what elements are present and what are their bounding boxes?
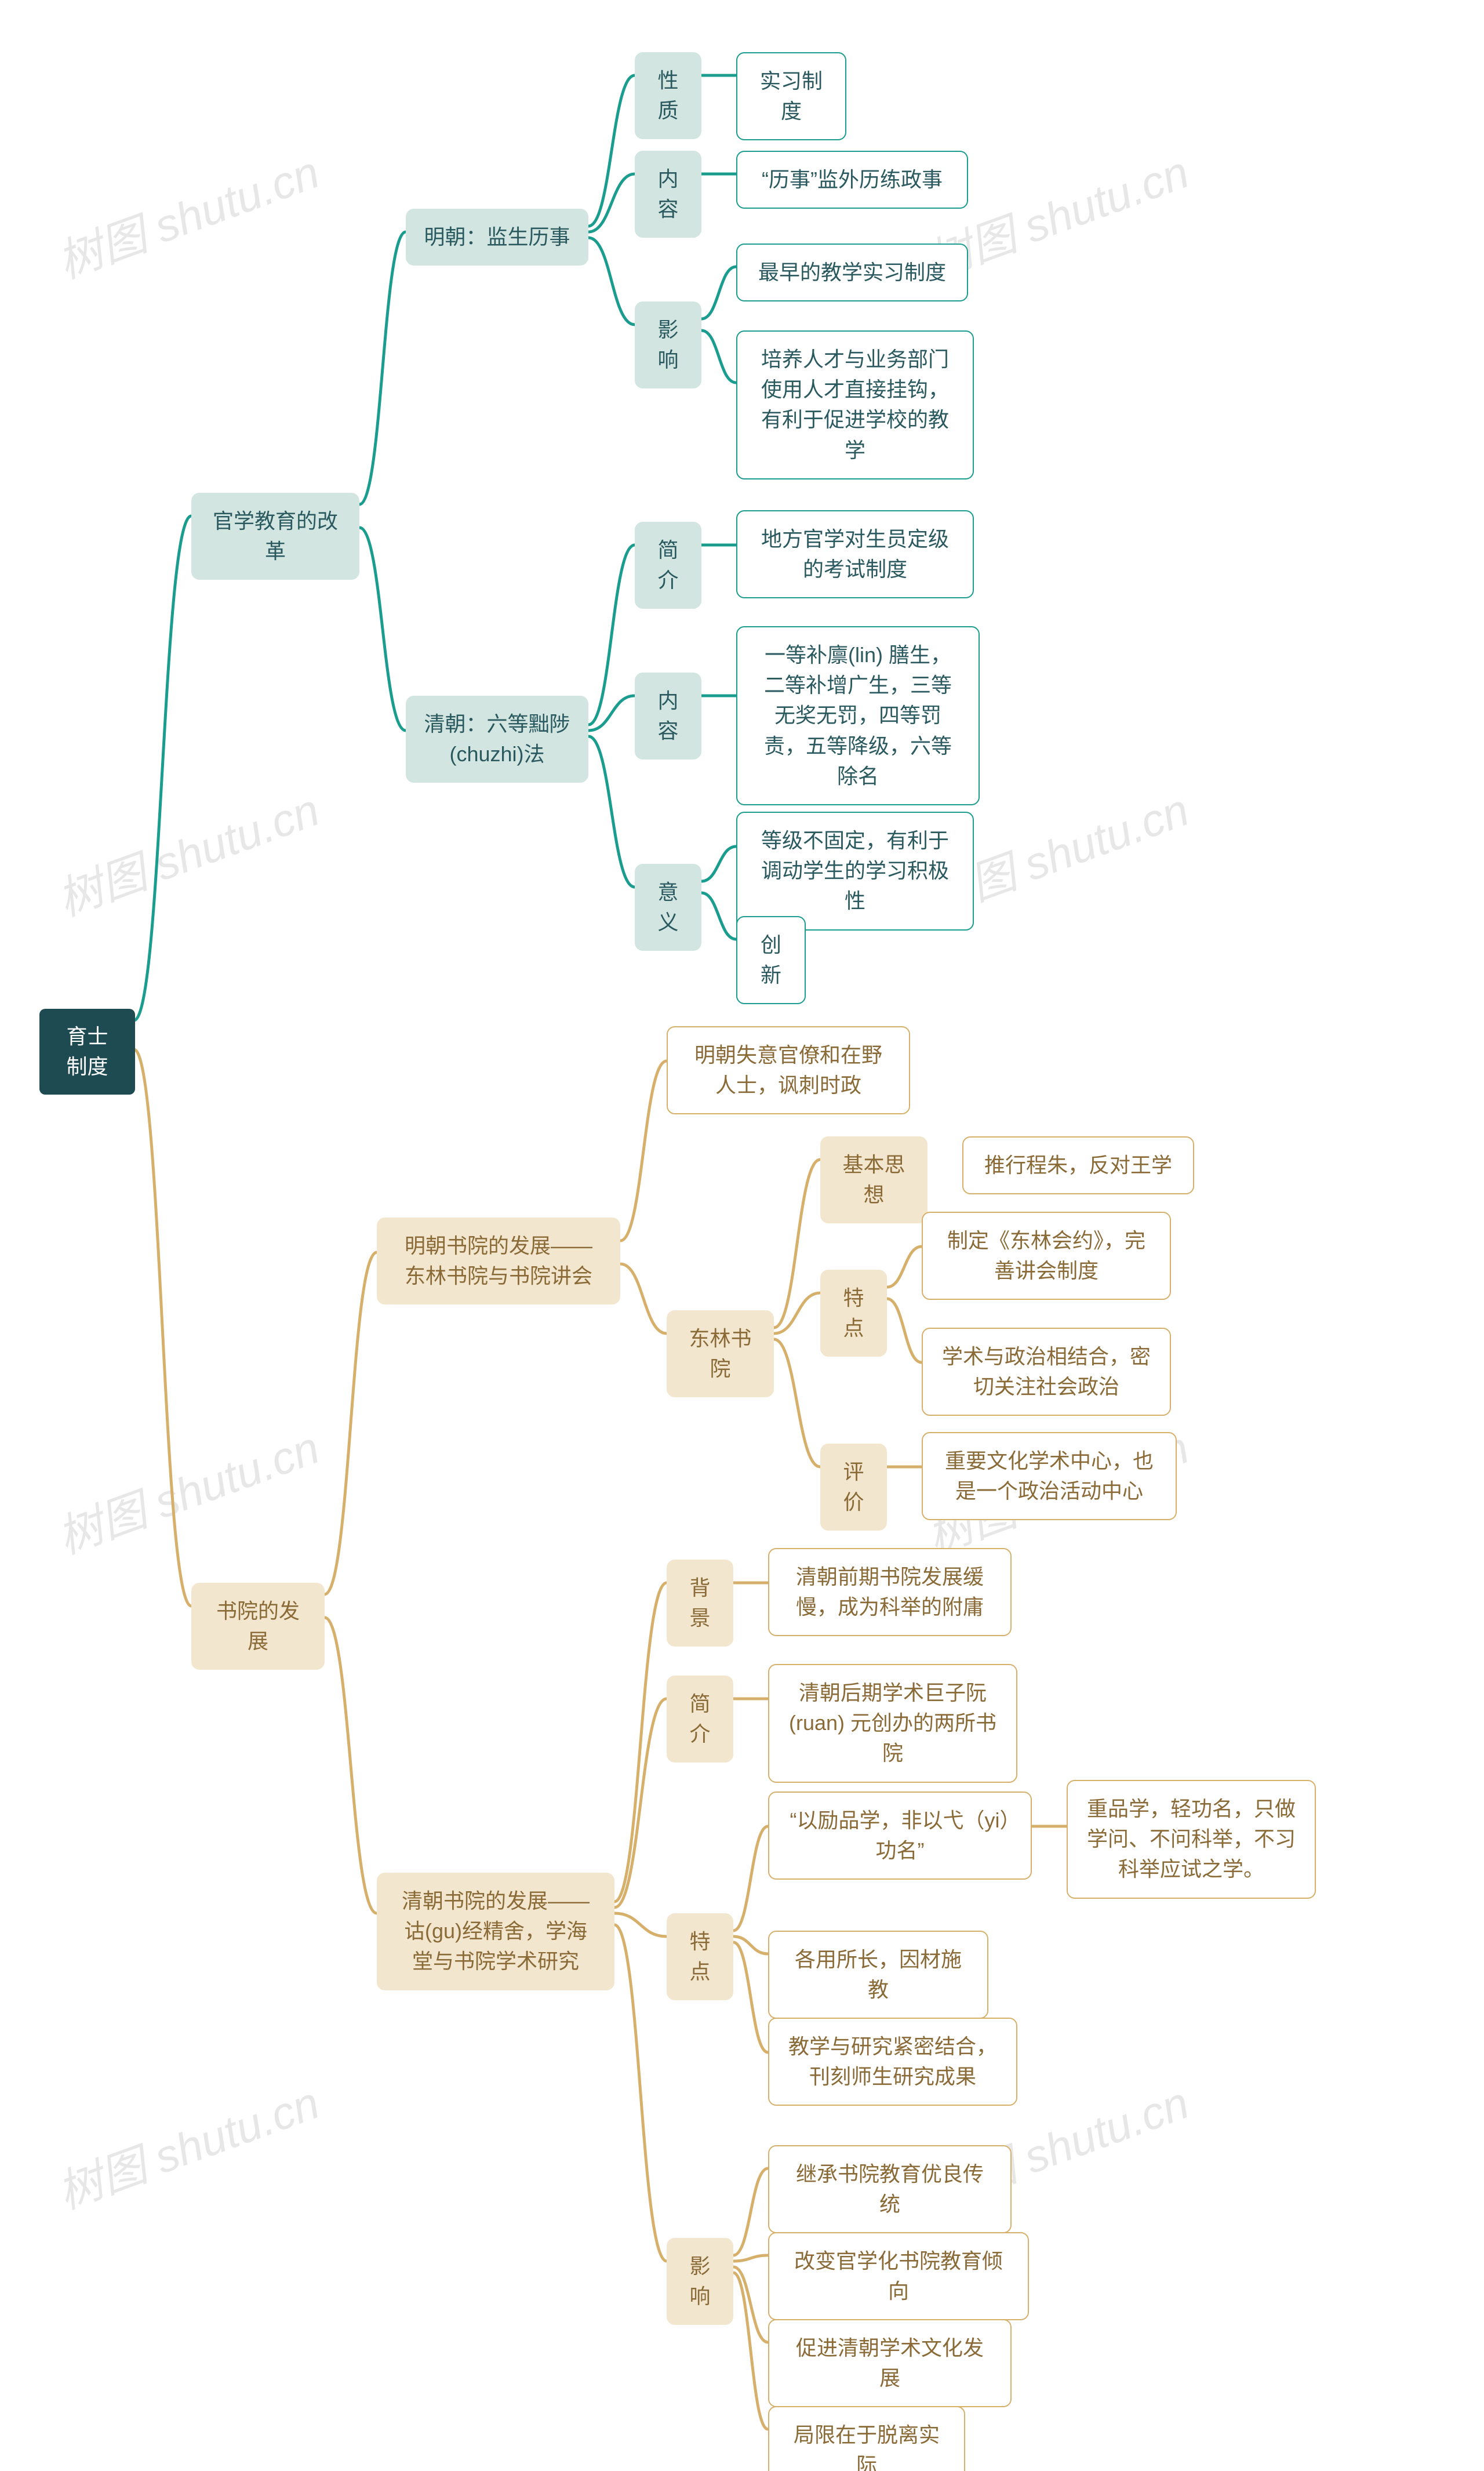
watermark: 树图 shutu.cn: [48, 1412, 327, 1567]
node-donglin-eval-val[interactable]: 重要文化学术中心，也是一个政治活动中心: [922, 1432, 1177, 1520]
node-ming-shuyuan[interactable]: 明朝书院的发展——东林书院与书院讲会: [377, 1218, 620, 1304]
node-qing-intro-val[interactable]: 地方官学对生员定级的考试制度: [736, 510, 974, 598]
node-donglin-feat-b[interactable]: 学术与政治相结合，密切关注社会政治: [922, 1328, 1171, 1416]
node-ming-content-val[interactable]: “历事”监外历练政事: [736, 151, 968, 209]
node-qing-content-val[interactable]: 一等补廪(lin) 膳生，二等补增广生，三等无奖无罚，四等罚责，五等降级，六等除…: [736, 626, 980, 805]
node-qing-impact-b[interactable]: 改变官学化书院教育倾向: [768, 2232, 1029, 2320]
branch-guanxue[interactable]: 官学教育的改革: [191, 493, 359, 580]
node-qing-meaning-a[interactable]: 等级不固定，有利于调动学生的学习积极性: [736, 812, 974, 931]
node-qing-meaning-b[interactable]: 创新: [736, 916, 806, 1004]
node-donglin-basic-val[interactable]: 推行程朱，反对王学: [962, 1136, 1194, 1194]
node-ming-impact-b[interactable]: 培养人才与业务部门使用人才直接挂钩，有利于促进学校的教学: [736, 330, 974, 479]
node-ming-impact-a[interactable]: 最早的教学实习制度: [736, 244, 968, 301]
node-qing-impact-d[interactable]: 局限在于脱离实际: [768, 2406, 965, 2471]
node-qing-intro2-key[interactable]: 简介: [667, 1676, 733, 1763]
node-qing-shuyuan[interactable]: 清朝书院的发展——诂(gu)经精舍，学海堂与书院学术研究: [377, 1873, 614, 1990]
node-ming-nature-key[interactable]: 性质: [635, 52, 701, 139]
node-donglin-basic-key[interactable]: 基本思想: [820, 1136, 928, 1223]
node-qing-feat-b[interactable]: 各用所长，因材施教: [768, 1931, 988, 2019]
node-donglin-feat-key[interactable]: 特点: [820, 1270, 887, 1357]
node-donglin[interactable]: 东林书院: [667, 1310, 774, 1397]
node-qing-bg-key[interactable]: 背景: [667, 1560, 733, 1647]
node-qing-impact-c[interactable]: 促进清朝学术文化发展: [768, 2319, 1012, 2407]
root-node[interactable]: 育士制度: [39, 1009, 135, 1095]
node-ming-impact-key[interactable]: 影响: [635, 301, 701, 388]
watermark: 树图 shutu.cn: [48, 774, 327, 929]
node-qing-feat-c[interactable]: 教学与研究紧密结合，刊刻师生研究成果: [768, 2018, 1017, 2106]
node-qing-intro-key[interactable]: 简介: [635, 522, 701, 609]
node-qing-impact-key[interactable]: 影响: [667, 2238, 733, 2325]
node-ming-shuyuan-a[interactable]: 明朝失意官僚和在野人士，讽刺时政: [667, 1026, 910, 1114]
node-qing-meaning-key[interactable]: 意义: [635, 864, 701, 951]
node-qing-content-key[interactable]: 内容: [635, 673, 701, 760]
node-qing-bg-val[interactable]: 清朝前期书院发展缓慢，成为科举的附庸: [768, 1548, 1012, 1636]
node-qing-feat-a-detail[interactable]: 重品学，轻功名，只做学问、不问科举，不习科举应试之学。: [1067, 1780, 1316, 1899]
watermark: 树图 shutu.cn: [48, 136, 327, 291]
node-qing-liudeng[interactable]: 清朝：六等黜陟(chuzhi)法: [406, 696, 588, 783]
branch-shuyuan[interactable]: 书院的发展: [191, 1583, 325, 1670]
node-qing-feat-a[interactable]: “以励品学，非以弋（yi）功名”: [768, 1792, 1032, 1880]
node-ming-nature-val[interactable]: 实习制度: [736, 52, 846, 140]
watermark: 树图 shutu.cn: [48, 2067, 327, 2222]
node-donglin-eval-key[interactable]: 评价: [820, 1444, 887, 1531]
node-qing-intro2-val[interactable]: 清朝后期学术巨子阮(ruan) 元创办的两所书院: [768, 1664, 1017, 1783]
node-qing-feat-key[interactable]: 特点: [667, 1913, 733, 2000]
node-ming-jianshenglishi[interactable]: 明朝：监生历事: [406, 209, 588, 266]
node-donglin-feat-a[interactable]: 制定《东林会约》，完善讲会制度: [922, 1212, 1171, 1300]
node-ming-content-key[interactable]: 内容: [635, 151, 701, 238]
node-qing-impact-a[interactable]: 继承书院教育优良传统: [768, 2145, 1012, 2233]
